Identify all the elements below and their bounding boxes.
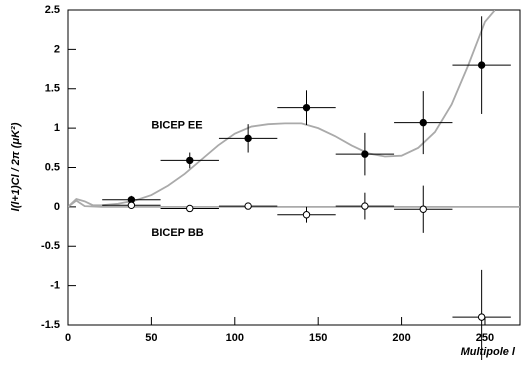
x-tick-label: 250: [476, 332, 494, 344]
data-point: [302, 211, 311, 219]
data-point: [361, 150, 369, 158]
x-tick-label: 0: [65, 332, 71, 344]
x-tick-label: 50: [145, 332, 157, 344]
y-tick-label: 1: [54, 122, 60, 134]
data-point: [419, 118, 427, 127]
y-axis-label: l(l+1)Cl / 2π (μK²): [10, 122, 22, 211]
series-label: BICEP BB: [151, 227, 203, 239]
y-tick-label: 1.5: [45, 83, 60, 95]
y-tick-label: -1.5: [41, 319, 60, 331]
data-point: [302, 103, 311, 112]
y-tick-label: -1: [50, 280, 60, 292]
data-point: [186, 204, 194, 213]
x-tick-label: 100: [226, 332, 244, 344]
y-tick-label: 2: [54, 43, 60, 55]
plot-frame: [67, 9, 521, 326]
x-tick-label: 150: [309, 332, 327, 344]
series-label: BICEP EE: [151, 120, 202, 132]
y-tick-label: 2.5: [45, 4, 60, 16]
theory-curve: [68, 199, 520, 208]
data-point: [477, 313, 486, 321]
data-point: [361, 202, 369, 210]
x-tick-label: 200: [392, 332, 410, 344]
data-point: [127, 201, 136, 210]
x-axis-label: Multipole l: [461, 346, 516, 358]
data-point: [186, 156, 194, 165]
y-tick-label: -0.5: [41, 240, 60, 252]
data-point: [244, 202, 252, 210]
data-point: [477, 61, 486, 69]
theory-curve: [68, 10, 496, 208]
y-tick-label: 0.5: [45, 161, 60, 173]
data-point: [419, 205, 427, 213]
data-point: [244, 134, 252, 143]
y-tick-label: 0: [54, 201, 60, 213]
